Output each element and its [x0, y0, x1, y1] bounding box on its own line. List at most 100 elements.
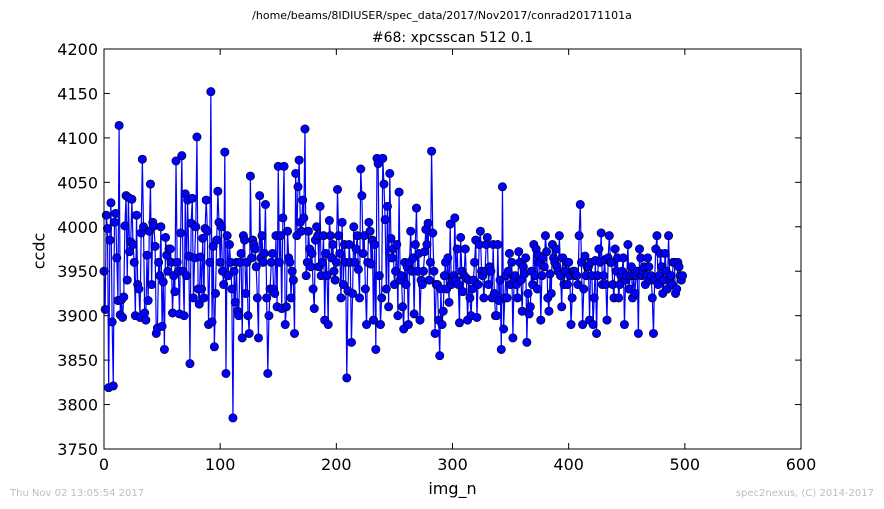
data-point: [122, 275, 132, 285]
data-point: [513, 293, 523, 303]
plot-area: 0 100 200 300 400 500 600 3750 3800 3850 3900 3950 4…: [57, 40, 816, 474]
data-point: [411, 203, 421, 213]
data-point: [502, 293, 512, 303]
data-point: [410, 240, 420, 250]
data-point: [366, 259, 376, 269]
data-point: [337, 217, 347, 227]
data-point: [198, 233, 208, 243]
data-point: [202, 226, 212, 236]
data-point: [179, 311, 189, 321]
data-point: [486, 266, 496, 276]
data-point: [266, 257, 276, 267]
data-point: [618, 253, 628, 263]
data-point: [101, 210, 111, 220]
data-point: [521, 253, 531, 263]
data-point: [360, 284, 370, 294]
data-point: [270, 288, 280, 298]
data-point: [496, 344, 506, 354]
data-point: [453, 280, 463, 290]
data-point: [614, 293, 624, 303]
data-point: [111, 208, 121, 218]
y-tick-label: 4200: [57, 40, 98, 59]
data-point: [427, 146, 437, 156]
data-point: [157, 321, 167, 331]
data-point: [532, 284, 542, 294]
data-point: [378, 153, 388, 163]
data-point: [623, 240, 633, 250]
data-point: [227, 284, 237, 294]
data-point: [336, 293, 346, 303]
y-tick-label: 3800: [57, 396, 98, 415]
data-point: [580, 251, 590, 261]
data-point: [181, 271, 191, 281]
y-tick-label: 4100: [57, 129, 98, 148]
y-tick-label: 3750: [57, 440, 98, 459]
data-point: [380, 215, 390, 225]
data-point: [142, 250, 152, 260]
data-point: [219, 280, 229, 290]
data-point: [572, 271, 582, 281]
data-point: [119, 292, 129, 302]
data-point: [335, 248, 345, 258]
data-point: [551, 244, 561, 254]
data-point: [161, 232, 171, 242]
data-point: [290, 328, 300, 338]
data-point: [394, 187, 404, 197]
data-point: [165, 244, 175, 254]
data-point: [350, 257, 360, 267]
data-point: [425, 257, 435, 267]
data-point: [355, 293, 365, 303]
data-point: [633, 328, 643, 338]
data-point: [171, 156, 181, 166]
data-point: [252, 293, 262, 303]
data-point: [430, 328, 440, 338]
data-point: [134, 284, 144, 294]
data-point: [507, 257, 517, 267]
data-point: [102, 224, 112, 234]
data-point: [544, 306, 554, 316]
data-point: [596, 228, 606, 238]
data-point: [234, 311, 244, 321]
data-point: [147, 280, 157, 290]
data-point: [348, 288, 358, 298]
data-point: [422, 240, 432, 250]
data-point: [377, 293, 387, 303]
data-point: [298, 195, 308, 205]
data-point: [369, 315, 379, 325]
data-point: [652, 231, 662, 241]
data-point: [423, 218, 433, 228]
data-point: [537, 271, 547, 281]
data-point: [503, 266, 513, 276]
data-point: [188, 293, 198, 303]
data-point: [387, 253, 397, 263]
data-point: [128, 240, 138, 250]
data-point: [191, 222, 201, 232]
x-tick-label: 0: [99, 455, 109, 474]
data-point: [342, 373, 352, 383]
data-point: [114, 120, 124, 130]
data-point: [197, 284, 207, 294]
data-point: [536, 315, 546, 325]
data-point: [322, 271, 332, 281]
data-point: [307, 248, 317, 258]
data-point: [393, 311, 403, 321]
data-point: [523, 288, 533, 298]
data-point: [206, 87, 216, 97]
data-point: [108, 381, 118, 391]
data-point: [241, 288, 251, 298]
data-point: [396, 271, 406, 281]
data-point: [228, 413, 238, 423]
data-point: [349, 222, 359, 232]
data-point: [418, 266, 428, 276]
data-point: [338, 280, 348, 290]
data-point: [317, 257, 327, 267]
data-point: [472, 312, 482, 322]
data-point: [643, 253, 653, 263]
data-point: [250, 244, 260, 254]
chart-title: #68: xpcsscan 512 0.1: [371, 30, 534, 46]
data-point: [141, 315, 151, 325]
data-point: [240, 235, 250, 245]
data-point: [276, 231, 286, 241]
data-point: [211, 288, 221, 298]
